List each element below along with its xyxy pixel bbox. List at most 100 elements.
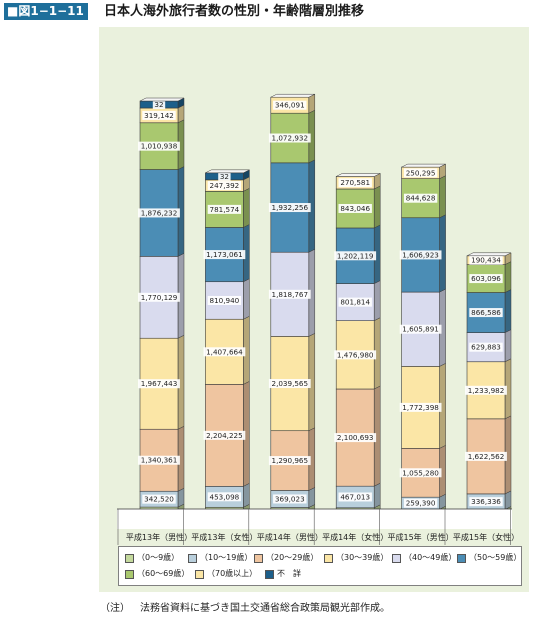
- value-label-bg: [268, 133, 311, 143]
- value-label: 1,876,232: [141, 208, 178, 217]
- figure-title: 日本人海外旅行者数の性別・年齢階層別推移: [104, 4, 365, 19]
- value-label: 1,407,664: [206, 347, 243, 356]
- value-label: 603,096: [471, 274, 501, 283]
- value-label: 259,390: [406, 499, 436, 508]
- value-label: 1,290,965: [272, 456, 309, 465]
- value-label: 1,202,119: [337, 251, 374, 260]
- value-label-bg: [273, 494, 307, 504]
- legend-item: （50〜59歳）: [457, 552, 521, 564]
- value-label-bg: [138, 141, 180, 151]
- value-label: 1,055,280: [402, 468, 439, 477]
- category-tick-label: 平成13年（女性）: [191, 532, 257, 542]
- value-label: 801,814: [340, 298, 370, 307]
- value-label: 866,586: [471, 308, 501, 317]
- legend-swatch: [324, 553, 333, 563]
- value-label-bg: [218, 171, 231, 181]
- bar-stack: 212,367259,3901,055,2801,772,3981,605,89…: [399, 163, 446, 520]
- legend-label: 不 詳: [277, 569, 301, 578]
- bar-segment-side: [243, 278, 250, 320]
- legend-swatch: [195, 569, 204, 579]
- value-label: 32: [220, 172, 229, 181]
- legend-swatch: [188, 553, 197, 563]
- value-label: 1,173,061: [206, 250, 243, 259]
- value-label-bg: [203, 250, 246, 260]
- value-label-bg: [334, 433, 377, 443]
- value-label: 346,091: [275, 101, 305, 110]
- bar-stack: 206,279336,3361,622,5621,233,982629,8838…: [465, 252, 512, 520]
- value-label-bg: [403, 193, 438, 203]
- value-label: 843,046: [340, 204, 370, 213]
- value-label-bg: [268, 203, 311, 213]
- bar-stack: 248,491369,0231,290,9652,039,5651,818,76…: [268, 93, 316, 520]
- legend-swatch: [457, 553, 466, 563]
- value-label: 1,770,129: [141, 293, 178, 302]
- bar-segment-side: [308, 93, 316, 114]
- bar-segment-side: [439, 175, 446, 219]
- chart-panel: 257,554342,5201,340,3611,967,4431,770,12…: [99, 27, 529, 592]
- value-label: 369,023: [275, 494, 305, 503]
- value-label: 1,340,361: [141, 456, 178, 465]
- value-label-bg: [469, 255, 503, 265]
- value-label: 336,336: [471, 497, 501, 506]
- value-label-bg: [207, 204, 242, 214]
- bar-segment-side: [504, 261, 512, 293]
- note-text: 法務省資料に基づき国土交通省総合政策局観光部作成。: [140, 603, 390, 614]
- value-label-bg: [138, 208, 180, 218]
- legend-label: （10〜19歳）: [200, 553, 253, 562]
- value-label: 270,581: [340, 178, 370, 187]
- value-label-bg: [203, 430, 246, 440]
- value-label: 844,628: [406, 194, 436, 203]
- value-label-bg: [334, 350, 377, 360]
- value-label-bg: [203, 347, 246, 357]
- value-label-bg: [469, 342, 503, 352]
- value-label-bg: [465, 451, 507, 461]
- bar-top-cap: [336, 173, 381, 177]
- bar-segment-side: [504, 289, 512, 334]
- value-label-bg: [469, 497, 503, 507]
- legend-label: （60〜69歳）: [137, 569, 190, 578]
- legend-swatch: [254, 553, 263, 563]
- value-label: 1,233,982: [468, 386, 505, 395]
- legend-item: （10〜19歳）: [188, 552, 252, 564]
- category-tick-label: 平成13年（男性）: [126, 532, 192, 542]
- legend-item: （70歳以上）: [195, 568, 257, 580]
- value-label: 453,098: [210, 492, 240, 501]
- value-label: 467,013: [340, 492, 370, 501]
- bar-segment-side: [373, 280, 381, 322]
- value-label-bg: [138, 379, 180, 389]
- legend-label: （0〜9歳）: [137, 553, 180, 562]
- category-tick-label: 平成14年（男性）: [257, 532, 323, 542]
- bar-stack: 253,320453,0982,204,2251,407,664810,9401…: [203, 169, 250, 520]
- value-label: 1,010,938: [141, 142, 178, 151]
- legend-item: （0〜9歳）: [125, 552, 179, 564]
- value-label: 1,072,932: [272, 134, 309, 143]
- value-label: 2,039,565: [272, 379, 309, 388]
- value-label: 319,142: [144, 111, 174, 120]
- bar-segment-side: [243, 187, 250, 228]
- value-label: 250,295: [406, 168, 436, 177]
- value-label-bg: [268, 379, 311, 389]
- value-label: 1,818,767: [272, 290, 309, 299]
- value-label: 629,883: [471, 343, 501, 352]
- figure-number: ■図1−1−11: [4, 3, 88, 20]
- value-label-bg: [399, 250, 442, 260]
- value-label-bg: [142, 494, 176, 504]
- legend-swatch: [392, 553, 401, 563]
- value-label-bg: [338, 297, 372, 307]
- value-label: 32: [154, 100, 163, 109]
- value-label-bg: [338, 203, 372, 213]
- value-label-bg: [273, 100, 307, 110]
- bar-top-cap: [401, 163, 446, 168]
- value-label-bg: [334, 251, 377, 261]
- value-label: 1,772,398: [402, 403, 439, 412]
- value-label-bg: [399, 468, 442, 478]
- source-note: （注） 法務省資料に基づき国土交通省総合政策局観光部作成。: [100, 599, 390, 614]
- legend-item: （60〜69歳）: [125, 568, 189, 580]
- value-label-bg: [338, 178, 372, 188]
- value-label: 1,606,923: [402, 250, 439, 259]
- legend-swatch: [125, 569, 134, 579]
- value-label-bg: [142, 110, 176, 120]
- value-label-bg: [399, 402, 442, 412]
- note-prefix: （注）: [100, 603, 130, 614]
- value-label-bg: [207, 181, 242, 191]
